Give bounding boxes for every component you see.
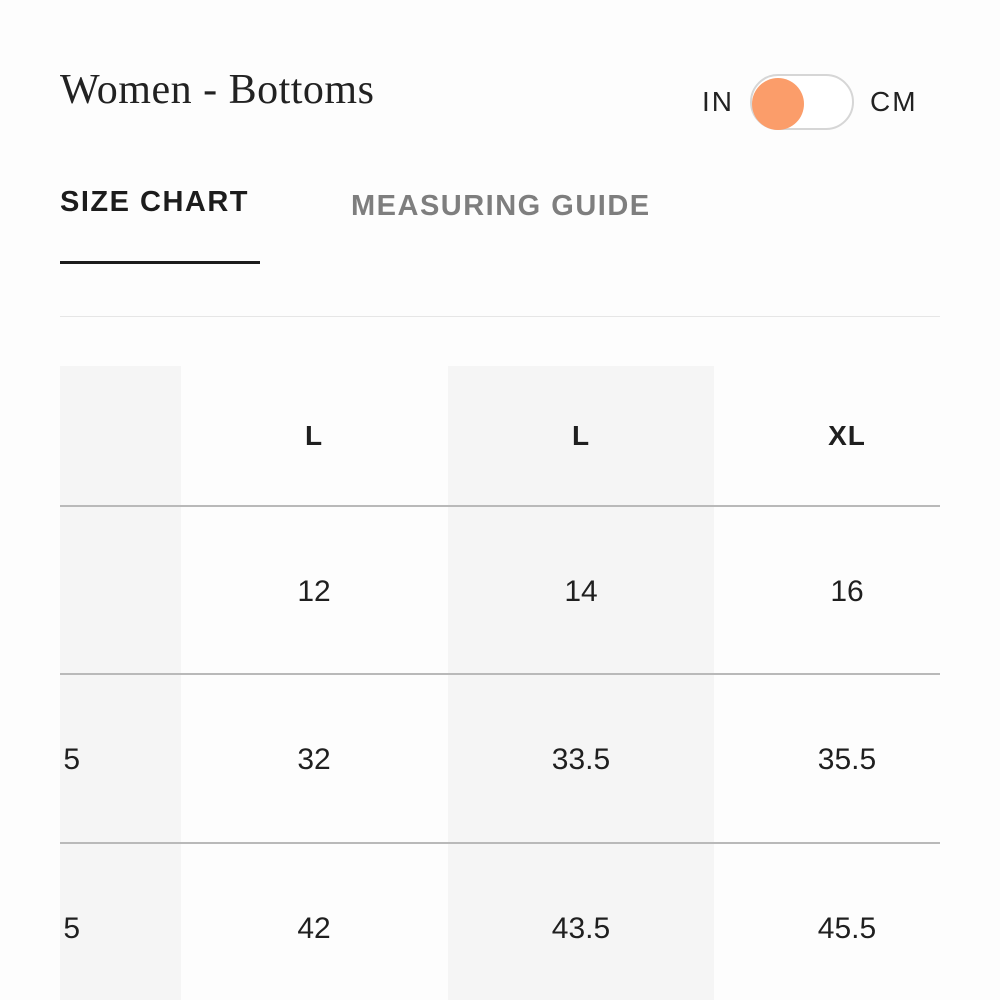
- table-header-cell: L: [571, 420, 591, 451]
- switch-knob[interactable]: [752, 78, 804, 130]
- table-cell: 33.5: [551, 743, 611, 776]
- table-cell: 43.5: [551, 912, 611, 945]
- table-cell: 16: [830, 575, 864, 608]
- table-cell: 42: [297, 912, 331, 945]
- table-cell: 45.5: [817, 912, 877, 945]
- table-cell-partial: 5: [63, 912, 80, 945]
- column-band-2: [448, 366, 714, 1000]
- tab-size-chart[interactable]: SIZE CHART: [60, 186, 249, 218]
- column-band-partial: [60, 366, 181, 1000]
- row-divider: [60, 505, 940, 507]
- size-table: ) 5 5 L 12 32 42 L 14 33.5 43.5 XL 16 35…: [60, 366, 940, 1000]
- table-scroll-area[interactable]: ) 5 5 L 12 32 42 L 14 33.5 43.5 XL 16 35…: [60, 366, 940, 1000]
- table-cell-partial: 5: [63, 743, 80, 776]
- row-divider: [60, 842, 940, 844]
- tab-bar: SIZE CHART MEASURING GUIDE: [60, 186, 940, 266]
- page-title: Women - Bottoms: [60, 67, 375, 113]
- table-cell: 32: [297, 743, 331, 776]
- table-cell: 12: [297, 575, 331, 608]
- section-divider: [60, 316, 940, 317]
- unit-toggle: IN CM: [702, 72, 918, 132]
- table-cell: 35.5: [817, 743, 877, 776]
- table-header-cell: XL: [828, 420, 866, 451]
- unit-label-cm[interactable]: CM: [870, 86, 918, 117]
- row-divider: [60, 673, 940, 675]
- unit-label-in[interactable]: IN: [702, 86, 734, 117]
- table-header-cell: L: [304, 420, 324, 451]
- table-cell: 14: [564, 575, 598, 608]
- unit-switch[interactable]: [750, 74, 854, 130]
- active-tab-indicator: [60, 261, 260, 264]
- tab-measuring-guide[interactable]: MEASURING GUIDE: [351, 190, 651, 222]
